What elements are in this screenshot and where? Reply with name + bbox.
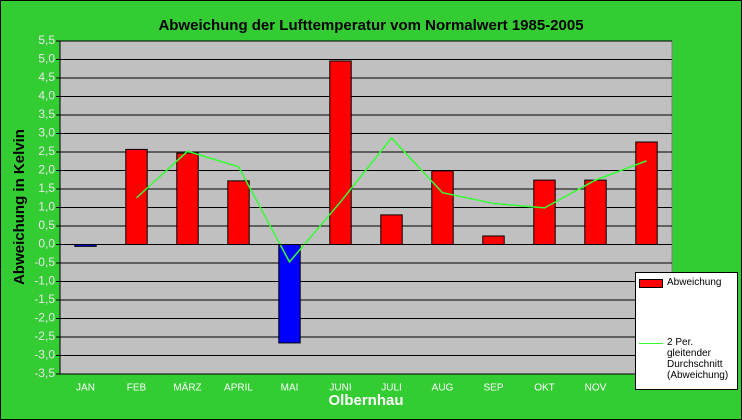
x-tick-label: FEB xyxy=(127,383,147,394)
y-tick-label: -3,0 xyxy=(34,348,55,362)
y-tick-label: 5,0 xyxy=(38,52,55,66)
x-tick-label: MÄRZ xyxy=(173,382,201,394)
x-tick-label: JAN xyxy=(76,383,95,394)
y-tick-label: 0,5 xyxy=(38,218,55,232)
bar xyxy=(584,179,607,245)
bar xyxy=(227,180,250,245)
y-tick-label: 2,5 xyxy=(38,144,55,158)
y-tick-label: 4,0 xyxy=(38,89,55,103)
x-tick-label: JUNI xyxy=(329,383,351,394)
legend: Abweichung 2 Per. gleitender Durchschnitt… xyxy=(635,272,738,390)
x-axis-title: Olbernhau xyxy=(328,392,403,409)
y-tick-label: -0,5 xyxy=(34,255,55,269)
y-tick-label: 3,5 xyxy=(38,107,55,121)
legend-entry: Abweichung xyxy=(639,277,737,288)
x-tick-label: APRIL xyxy=(224,383,253,394)
legend-swatch xyxy=(639,279,663,288)
legend-label: Abweichung xyxy=(667,277,722,288)
y-tick-label: -2,0 xyxy=(34,311,55,325)
x-tick-label: OKT xyxy=(534,383,555,394)
trend-line xyxy=(135,136,647,264)
y-tick-label: 4,5 xyxy=(38,70,55,84)
x-tick-label: AUG xyxy=(432,383,454,394)
y-tick-label: 0,0 xyxy=(38,237,55,251)
y-tick-label: 5,5 xyxy=(38,33,55,47)
bar xyxy=(278,244,301,344)
y-tick-label: 3,0 xyxy=(38,126,55,140)
y-tick-label: -2,5 xyxy=(34,329,55,343)
y-tick-label: -3,5 xyxy=(34,366,55,380)
bar xyxy=(176,152,199,245)
bar xyxy=(380,214,403,245)
x-tick-label: SEP xyxy=(483,383,503,394)
chart-title: Abweichung der Lufttemperatur vom Normal… xyxy=(158,17,583,34)
legend-entry: 2 Per. gleitender Durchschnitt (Abweichu… xyxy=(639,337,739,381)
y-tick-label: 1,5 xyxy=(38,181,55,195)
bar xyxy=(635,141,658,245)
legend-swatch xyxy=(639,343,663,344)
bar xyxy=(329,60,352,246)
y-tick-label: -1,0 xyxy=(34,274,55,288)
y-tick-label: -1,5 xyxy=(34,292,55,306)
x-tick-label: JULI xyxy=(381,383,402,394)
bar xyxy=(533,179,556,245)
x-tick-label: NOV xyxy=(585,383,607,394)
y-axis-title: Abweichung in Kelvin xyxy=(11,129,28,285)
x-tick-label: MAI xyxy=(281,383,299,394)
y-tick-label: 2,0 xyxy=(38,163,55,177)
bar xyxy=(482,235,505,246)
bar xyxy=(431,170,454,245)
y-tick-label: 1,0 xyxy=(38,200,55,214)
legend-label: 2 Per. gleitender Durchschnitt (Abweichu… xyxy=(667,337,729,381)
